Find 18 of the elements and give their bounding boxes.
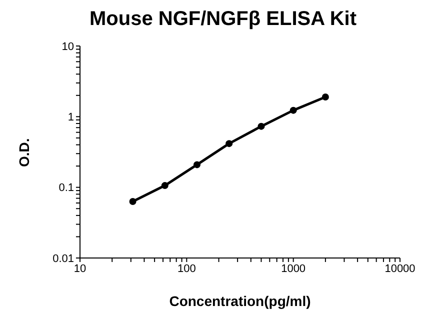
point — [258, 122, 265, 130]
point — [161, 182, 168, 190]
point — [290, 106, 297, 114]
x-tick-label: 10000 — [384, 262, 416, 275]
y-tick-label: 0.1 — [58, 182, 74, 194]
y-tick-label: 1 — [68, 112, 74, 124]
point — [194, 161, 201, 168]
x-tick-label: 1000 — [281, 262, 306, 275]
y-tick-label: 0.01 — [52, 252, 74, 265]
point — [129, 198, 136, 206]
x-tick-label: 10 — [74, 262, 86, 275]
point — [226, 140, 233, 148]
y-tick-label: 10 — [62, 40, 74, 53]
x-axis-title: Concentration(pg/ml) — [169, 293, 311, 309]
y-axis-title: O.D. — [16, 138, 32, 167]
point — [322, 93, 329, 100]
x-tick-label: 100 — [177, 262, 196, 275]
chart-title: Mouse NGF/NGFβ ELISA Kit — [88, 8, 358, 32]
